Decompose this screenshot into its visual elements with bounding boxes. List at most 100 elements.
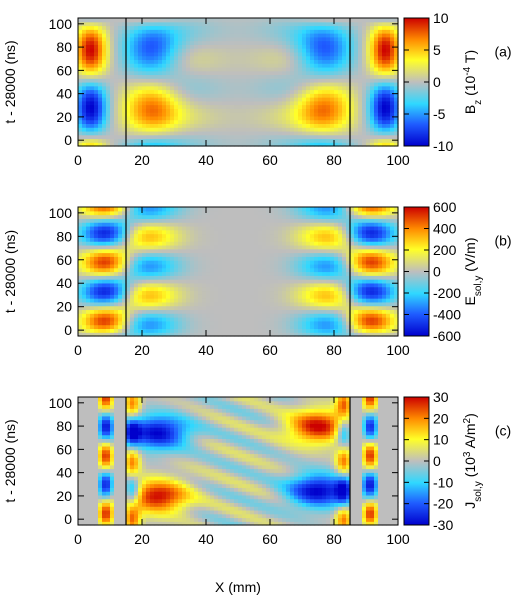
heatmap-cell: [146, 40, 151, 45]
heatmap-cell: [162, 294, 167, 299]
heatmap-cell: [290, 104, 295, 109]
heatmap-cell: [366, 48, 371, 53]
heatmap-cell: [318, 286, 323, 292]
heatmap-cell: [142, 222, 147, 227]
heatmap-cell: [154, 275, 159, 280]
heatmap-cell: [270, 36, 275, 42]
heatmap-cell: [242, 48, 247, 53]
heatmap-cell: [262, 100, 267, 106]
heatmap-cell: [174, 29, 179, 34]
heatmap-cell: [282, 320, 287, 326]
heatmap-cell: [282, 324, 287, 330]
heatmap-cell: [142, 33, 147, 38]
heatmap-cell: [82, 298, 87, 303]
heatmap-cell: [118, 248, 123, 254]
heatmap-cell: [154, 59, 159, 64]
heatmap-cell: [122, 290, 127, 295]
heatmap-cell: [282, 104, 287, 109]
heatmap-cell: [214, 309, 219, 314]
heatmap-cell: [258, 97, 263, 102]
heatmap-cell: [126, 229, 131, 235]
heatmap-cell: [270, 267, 275, 273]
heatmap-cell: [254, 313, 259, 318]
heatmap-cell: [90, 298, 95, 303]
heatmap-cell: [158, 207, 163, 212]
heatmap-cell: [294, 21, 299, 27]
heatmap-cell: [90, 332, 95, 337]
heatmap-cell: [154, 298, 159, 303]
heatmap-cell: [374, 100, 379, 106]
colorbar-tick-label: 5: [433, 42, 441, 58]
heatmap-cell: [246, 207, 251, 212]
heatmap-cell: [266, 100, 271, 106]
heatmap-cell: [334, 313, 339, 318]
heatmap-cell: [274, 82, 279, 87]
heatmap-cell: [226, 210, 231, 216]
heatmap-cell: [86, 48, 91, 53]
heatmap-cell: [186, 130, 191, 136]
heatmap-cell: [366, 66, 371, 72]
heatmap-cell: [358, 59, 363, 64]
heatmap-cell: [394, 78, 399, 83]
heatmap-cell: [270, 218, 275, 223]
heatmap-cell: [130, 271, 135, 276]
heatmap-cell: [82, 275, 87, 280]
heatmap-cell: [238, 328, 243, 333]
heatmap-cell: [178, 267, 183, 273]
heatmap-cell: [298, 48, 303, 53]
heatmap-cell: [94, 252, 99, 257]
heatmap-cell: [330, 207, 335, 212]
heatmap-cell: [186, 320, 191, 326]
heatmap-cell: [330, 225, 335, 231]
heatmap-cell: [170, 328, 175, 333]
heatmap-cell: [130, 104, 135, 109]
heatmap-cell: [254, 21, 259, 27]
heatmap-cell: [318, 51, 323, 57]
heatmap-cell: [170, 263, 175, 269]
heatmap-cell: [86, 229, 91, 235]
heatmap-cell: [182, 130, 187, 136]
heatmap-cell: [234, 298, 239, 303]
heatmap-cell: [102, 207, 107, 212]
heatmap-cell: [274, 100, 279, 106]
heatmap-cell: [298, 305, 303, 311]
heatmap-cell: [298, 301, 303, 307]
heatmap-cell: [146, 332, 151, 337]
heatmap-cell: [86, 317, 91, 322]
heatmap-cell: [374, 51, 379, 57]
heatmap-cell: [330, 29, 335, 34]
heatmap-cell: [298, 320, 303, 326]
heatmap-cell: [366, 70, 371, 76]
heatmap-cell: [226, 93, 231, 98]
heatmap-cell: [134, 290, 139, 295]
heatmap-cell: [94, 290, 99, 295]
heatmap-cell: [254, 233, 259, 238]
heatmap-cell: [326, 282, 331, 288]
heatmap-cell: [310, 218, 315, 223]
heatmap-cell: [266, 332, 271, 337]
heatmap-cell: [86, 263, 91, 269]
heatmap-cell: [334, 59, 339, 64]
heatmap-cell: [350, 25, 355, 30]
heatmap-cell: [394, 89, 399, 94]
heatmap-cell: [382, 123, 387, 128]
heatmap-cell: [274, 78, 279, 83]
heatmap-cell: [150, 51, 155, 57]
heatmap-cell: [382, 115, 387, 121]
heatmap-cell: [146, 138, 151, 143]
heatmap-cell: [230, 89, 235, 94]
heatmap-cell: [170, 252, 175, 257]
heatmap-cell: [158, 134, 163, 140]
heatmap-cell: [110, 93, 115, 98]
heatmap-cell: [322, 134, 327, 140]
heatmap-cell: [210, 48, 215, 53]
heatmap-cell: [338, 119, 343, 125]
heatmap-cell: [278, 256, 283, 261]
heatmap-cell: [174, 324, 179, 330]
heatmap-cell: [266, 59, 271, 64]
heatmap-cell: [338, 97, 343, 102]
heatmap-cell: [362, 59, 367, 64]
heatmap-cell: [122, 305, 127, 311]
heatmap-cell: [266, 210, 271, 216]
heatmap-cell: [378, 123, 383, 128]
